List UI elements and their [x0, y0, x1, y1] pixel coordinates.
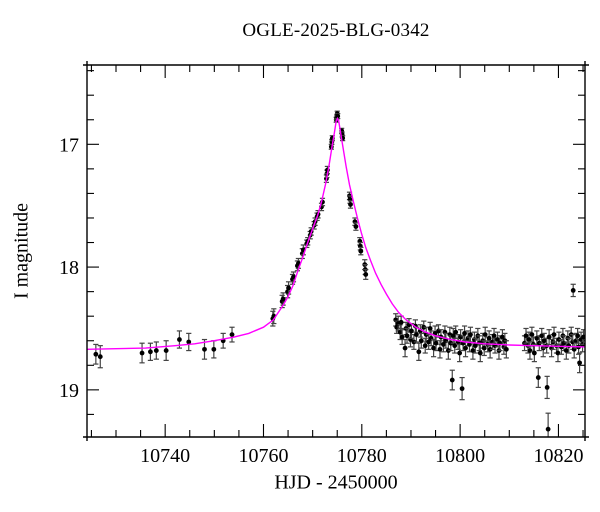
- data-point: [177, 337, 182, 342]
- data-point: [500, 334, 505, 340]
- x-tick-label: 10780: [337, 445, 387, 467]
- data-point: [495, 337, 500, 342]
- data-point: [457, 350, 463, 356]
- data-point: [358, 248, 364, 254]
- data-point: [566, 343, 572, 349]
- model-curve: [87, 116, 585, 350]
- data-point: [468, 332, 473, 338]
- data-point: [437, 346, 443, 352]
- x-axis-label: HJD - 2450000: [274, 471, 398, 494]
- x-tick-label: 10760: [238, 445, 288, 467]
- data-point: [450, 333, 456, 339]
- data-point: [335, 113, 341, 119]
- data-point: [575, 333, 581, 339]
- data-point: [93, 351, 99, 357]
- data-point: [404, 333, 410, 339]
- data-point: [363, 272, 369, 277]
- data-point: [418, 338, 424, 344]
- data-point: [462, 330, 467, 336]
- data-point: [286, 285, 291, 291]
- y-tick-label: 17: [59, 134, 79, 156]
- data-point: [422, 343, 428, 349]
- chart-title: OGLE-2025-BLG-0342: [242, 20, 430, 41]
- data-point: [491, 333, 497, 339]
- data-point: [397, 329, 403, 335]
- data-point: [431, 345, 436, 351]
- data-point: [459, 386, 465, 392]
- data-point: [353, 224, 359, 229]
- data-point: [441, 342, 446, 347]
- data-point: [426, 339, 432, 345]
- data-point: [148, 349, 153, 355]
- data-point: [570, 288, 576, 293]
- data-point: [186, 339, 192, 345]
- data-point: [523, 333, 529, 339]
- data-point: [402, 345, 408, 351]
- data-point: [416, 349, 422, 355]
- data-point: [280, 296, 286, 302]
- data-point: [503, 346, 509, 352]
- data-point: [348, 202, 353, 207]
- axis-ticks: [87, 65, 585, 437]
- data-point: [97, 354, 103, 360]
- data-point: [577, 360, 582, 366]
- data-point: [153, 348, 159, 353]
- data-point: [291, 274, 296, 280]
- data-point: [529, 332, 535, 338]
- y-axis-label: I magnitude: [10, 202, 33, 300]
- y-tick-label: 19: [59, 380, 79, 402]
- data-point: [427, 326, 433, 331]
- x-tick-label: 10800: [435, 445, 485, 467]
- data-point: [535, 375, 541, 380]
- x-tick-label: 10740: [140, 445, 190, 467]
- data-point: [472, 343, 478, 349]
- data-point: [539, 333, 545, 339]
- data-point: [481, 345, 487, 351]
- data-point: [452, 343, 458, 349]
- data-point: [449, 377, 455, 383]
- data-point: [399, 334, 405, 340]
- data-point: [486, 335, 492, 341]
- data-point: [526, 337, 532, 342]
- data-point: [139, 350, 145, 356]
- data-point: [409, 328, 414, 334]
- data-point: [551, 332, 557, 338]
- data-point: [534, 335, 540, 341]
- tick-labels: 10740 10760 10780 10800 10820 17 18 19: [59, 134, 583, 467]
- data-point: [470, 348, 476, 353]
- data-point: [545, 426, 551, 432]
- data-point: [163, 348, 169, 353]
- data-point: [467, 342, 472, 347]
- data-point: [229, 332, 235, 338]
- data-point: [211, 346, 217, 352]
- data-point: [581, 334, 585, 340]
- data-point: [546, 334, 552, 340]
- data-point: [482, 332, 488, 338]
- data-point: [477, 350, 483, 356]
- x-tick-label: 10820: [533, 445, 583, 467]
- y-tick-label: 18: [59, 257, 79, 279]
- plot-frame: [83, 61, 589, 441]
- data-point: [202, 346, 207, 352]
- data-point: [563, 348, 569, 353]
- data-point: [433, 340, 439, 346]
- data-point: [531, 350, 537, 356]
- data-point: [544, 385, 550, 390]
- data-point: [398, 319, 404, 325]
- data-point: [541, 338, 547, 344]
- data-point: [413, 332, 419, 338]
- data-point: [463, 345, 468, 351]
- data-point: [453, 329, 459, 335]
